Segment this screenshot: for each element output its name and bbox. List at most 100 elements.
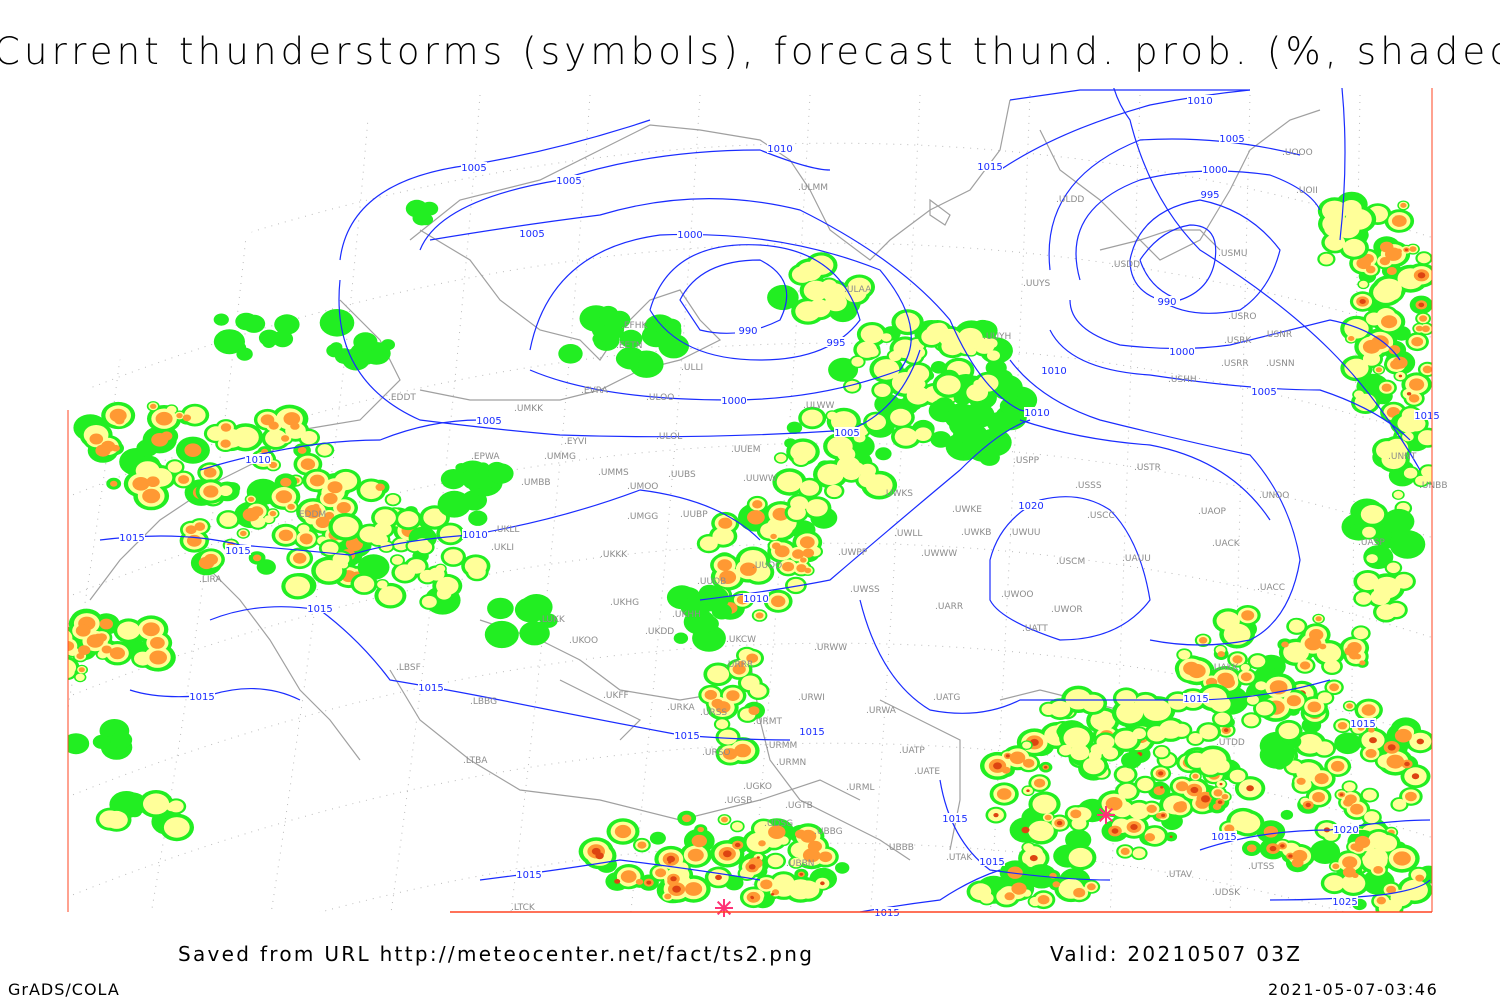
prob-high-area	[78, 667, 85, 673]
parallel-line	[68, 542, 1432, 701]
station-label-urka: .URKA	[667, 703, 695, 713]
prob-mid-area	[1116, 767, 1135, 782]
prob-high-area	[155, 411, 173, 426]
prob-high-area	[95, 633, 101, 639]
prob-high-area	[203, 467, 217, 478]
station-label-uuww: .UUWW	[743, 474, 777, 484]
prob-high-area	[770, 533, 777, 540]
isobar-label-bg	[1183, 693, 1209, 703]
prob-max-area	[595, 852, 604, 860]
isobar-label: 1015	[119, 533, 144, 544]
station-label-uwss: .UWSS	[850, 585, 880, 595]
prob-high-area	[309, 474, 325, 487]
prob-low-area	[468, 510, 488, 526]
isobar-line	[419, 149, 831, 251]
meridian-line	[1468, 95, 1470, 920]
isobar-label: 1020	[1018, 501, 1043, 512]
station-label-usnn: .USNN	[1266, 359, 1295, 369]
isobar-label: 1005	[1251, 387, 1276, 398]
prob-high-area	[95, 444, 111, 457]
prob-max-area	[1269, 845, 1277, 852]
prob-high-area	[150, 403, 157, 409]
isobar-label: 1000	[721, 396, 746, 407]
isobar-label: 1015	[1350, 719, 1375, 730]
prob-mid-area	[1357, 572, 1379, 591]
prob-max-area	[672, 885, 681, 893]
station-label-ubbg: .UBBG	[814, 827, 843, 837]
prob-max-area	[1359, 299, 1366, 304]
isobar-line	[99, 489, 761, 556]
prob-high-area	[1044, 814, 1052, 821]
prob-high-area	[110, 480, 118, 487]
prob-max-area	[1161, 813, 1166, 818]
prob-high-area	[275, 490, 293, 504]
thunderstorm-probability-shading	[68, 191, 1432, 912]
prob-high-area	[300, 458, 316, 471]
prob-low-area	[437, 490, 471, 518]
prob-high-area	[281, 435, 290, 442]
symbol-stroke	[1098, 807, 1107, 816]
prob-high-area	[792, 549, 805, 559]
prob-mid-area	[285, 576, 311, 597]
prob-max-area	[666, 855, 676, 863]
prob-mid-area	[749, 684, 767, 698]
prob-high-area	[691, 834, 707, 848]
prob-low-area	[1349, 524, 1365, 537]
prob-mid-area	[1081, 694, 1104, 712]
isobar-label-bg	[476, 415, 502, 425]
prob-max-area	[1369, 737, 1377, 744]
prob-low-area	[615, 349, 640, 369]
station-label-eetn: .EETN	[616, 341, 642, 351]
prob-high-area	[1224, 824, 1235, 833]
station-label-umbb: .UMBB	[521, 478, 551, 488]
prob-low-area	[274, 314, 300, 335]
parallel-line	[68, 442, 1432, 601]
prob-mid-area	[787, 578, 805, 592]
prob-high-area	[1212, 803, 1222, 810]
prob-low-area	[786, 421, 803, 434]
prob-high-area	[1315, 616, 1322, 622]
station-label-uwww: .UWWW	[921, 549, 957, 559]
prob-high-area	[1409, 246, 1417, 252]
prob-low-area	[1259, 741, 1295, 769]
prob-mid-area	[888, 350, 902, 362]
prob-mid-area	[716, 719, 729, 730]
prob-mid-area	[168, 800, 184, 813]
isobar-line	[989, 496, 1151, 641]
prob-high-area	[1087, 883, 1096, 891]
prob-mid-area	[1366, 312, 1383, 326]
prob-low-area	[462, 472, 485, 490]
prob-mid-area	[851, 356, 864, 367]
prob-high-area	[176, 413, 183, 419]
prob-high-area	[1390, 359, 1403, 370]
prob-high-area	[1070, 809, 1082, 819]
station-label-usrk: .USRK	[1224, 336, 1252, 346]
prob-max-area	[1339, 793, 1344, 796]
isobar-label-bg	[556, 175, 582, 185]
prob-low-area	[875, 447, 892, 461]
prob-low-area	[487, 463, 514, 484]
prob-high-area	[1355, 835, 1371, 849]
isobar-label: 1010	[1024, 408, 1049, 419]
prob-high-area	[101, 645, 112, 654]
thunderstorm-symbols	[715, 806, 1115, 917]
prob-low-area	[68, 733, 90, 755]
prob-mid-area	[767, 854, 784, 868]
isobar-label: 1015	[977, 162, 1002, 173]
station-label-umoo: .UMOO	[627, 482, 658, 492]
prob-mid-area	[906, 386, 930, 405]
prob-mid-area	[391, 555, 403, 565]
isobar-label-bg	[1024, 407, 1050, 417]
prob-mid-area	[1322, 200, 1348, 221]
prob-high-area	[1004, 892, 1015, 901]
isobar-label: 1010	[1187, 96, 1212, 107]
station-label-usro: .USRO	[1228, 312, 1257, 322]
station-label-uubp: .UUBP	[680, 510, 708, 520]
prob-low-area	[242, 314, 266, 333]
station-label-lbsf: .LBSF	[396, 663, 421, 673]
prob-mid-area	[1022, 741, 1032, 749]
prob-low-area	[828, 357, 859, 382]
prob-max-area	[1404, 248, 1408, 252]
prob-mid-area	[338, 561, 349, 569]
station-label-ubbn: .UBBN	[786, 859, 815, 869]
